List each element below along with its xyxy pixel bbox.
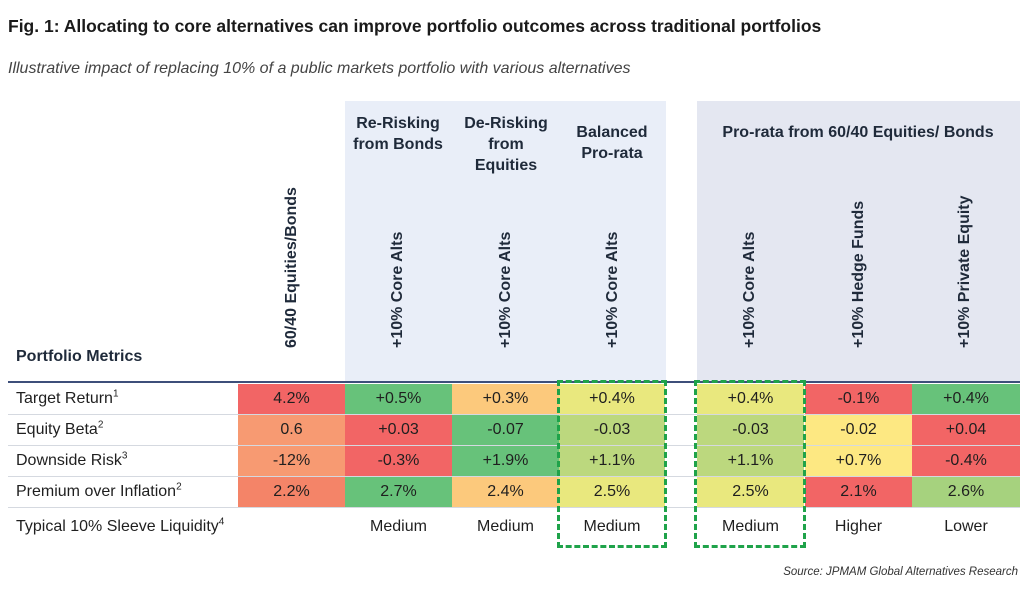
cell-liquidity-col7: Lower (944, 518, 988, 535)
cell-liquidity-col5: Medium (722, 518, 779, 535)
cell-target-return-col3: +0.3% (452, 384, 559, 414)
cell-liquidity-col4: Medium (583, 518, 641, 535)
row-label-downside-risk: Downside Risk3 (16, 450, 128, 469)
scenario-panel-left (345, 101, 666, 382)
cell-premium-inflation-col7: 2.6% (912, 477, 1020, 507)
cell-premium-inflation-col4: 2.5% (559, 477, 665, 507)
row-label-liquidity: Typical 10% Sleeve Liquidity4 (16, 516, 225, 535)
cell-premium-inflation-col1: 2.2% (238, 477, 345, 507)
cell-target-return-col5: +0.4% (697, 384, 804, 414)
cell-equity-beta-col3: -0.07 (452, 415, 559, 445)
cell-equity-beta-col2: +0.03 (345, 415, 452, 445)
cell-equity-beta-col5: -0.03 (697, 415, 804, 445)
row-label-equity-beta: Equity Beta2 (16, 419, 104, 438)
cell-equity-beta-col1: 0.6 (238, 415, 345, 445)
cell-premium-inflation-col2: 2.7% (345, 477, 452, 507)
cell-target-return-col7: +0.4% (912, 384, 1020, 414)
cell-target-return-col1: 4.2% (238, 384, 345, 414)
row-label-target-return: Target Return1 (16, 388, 119, 407)
cell-downside-risk-col7: -0.4% (912, 446, 1020, 476)
group-header-de-risking: De-Risking from Equities (464, 115, 548, 174)
figure-title: Fig. 1: Allocating to core alternatives … (8, 16, 822, 36)
row-divider (8, 476, 1020, 477)
highlight-balanced-core-alts (557, 380, 667, 548)
cell-downside-risk-col3: +1.9% (452, 446, 559, 476)
scenario-panel-right (697, 101, 1020, 382)
cell-liquidity-col6: Higher (834, 518, 883, 535)
cell-premium-inflation-col3: 2.4% (452, 477, 559, 507)
source-note: Source: JPMAM Global Alternatives Resear… (783, 566, 1018, 578)
cell-equity-beta-col7: +0.04 (912, 415, 1020, 445)
figure-subtitle: Illustrative impact of replacing 10% of … (8, 60, 631, 77)
row-label-premium-inflation: Premium over Inflation2 (16, 481, 182, 500)
cell-downside-risk-col2: -0.3% (345, 446, 452, 476)
highlight-pro-rata-core-alts (694, 380, 806, 548)
cell-downside-risk-col4: +1.1% (559, 446, 665, 476)
cell-premium-inflation-col6: 2.1% (805, 477, 912, 507)
cell-equity-beta-col6: -0.02 (805, 415, 912, 445)
group-header-pro-rata: Pro-rata from 60/40 Equities/ Bonds (722, 124, 994, 141)
cell-target-return-col2: +0.5% (345, 384, 452, 414)
cell-liquidity-col2: Medium (370, 518, 427, 535)
group-header-re-risking: Re-Risking from Bonds (353, 115, 443, 153)
header-rule (8, 381, 1020, 383)
cell-target-return-col6: -0.1% (805, 384, 912, 414)
cell-liquidity-col3: Medium (477, 518, 534, 535)
row-divider (8, 507, 1020, 508)
metrics-header: Portfolio Metrics (16, 348, 143, 365)
row-divider (8, 414, 1020, 415)
cell-target-return-col4: +0.4% (559, 384, 665, 414)
cell-downside-risk-col1: -12% (238, 446, 345, 476)
group-header-balanced: Balanced Pro-rata (576, 124, 648, 162)
cell-downside-risk-col5: +1.1% (697, 446, 804, 476)
cell-premium-inflation-col5: 2.5% (697, 477, 804, 507)
cell-equity-beta-col4: -0.03 (559, 415, 665, 445)
cell-downside-risk-col6: +0.7% (805, 446, 912, 476)
row-divider (8, 445, 1020, 446)
